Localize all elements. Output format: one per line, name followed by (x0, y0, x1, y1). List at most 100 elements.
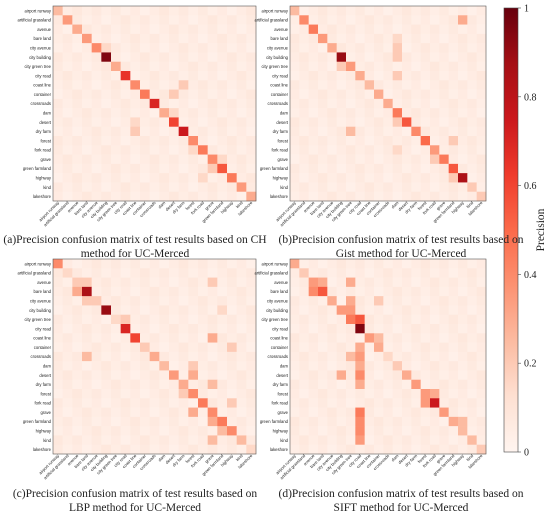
heatmap-cell (111, 191, 121, 202)
heatmap-cell (308, 145, 319, 155)
heatmap-cell (111, 268, 121, 278)
heatmap-cell (290, 191, 300, 202)
heatmap-cell (236, 286, 247, 297)
heatmap-cell (159, 163, 170, 174)
heatmap-cell (299, 136, 309, 146)
heatmap-cell (318, 182, 328, 193)
heatmap-cell (355, 370, 365, 381)
heatmap-cell (101, 389, 112, 399)
heatmap-cell (364, 416, 375, 427)
heatmap-cell (383, 43, 393, 53)
heatmap-cell (476, 314, 487, 325)
heatmap-cell (458, 389, 468, 399)
heatmap-cell (140, 277, 150, 288)
heatmap-cell (374, 370, 384, 381)
heatmap-cell (439, 277, 449, 288)
heatmap-cell (308, 15, 319, 25)
heatmap-cell (374, 24, 384, 35)
heatmap-cell (178, 324, 189, 334)
heatmap-cell (439, 351, 449, 362)
heatmap-cell (290, 361, 300, 371)
heatmap-cell (159, 296, 170, 306)
heatmap-cell (217, 154, 228, 165)
heatmap-frame (289, 5, 487, 202)
heatmap-cell (318, 71, 328, 81)
heatmap-cell (318, 126, 328, 137)
heatmap-cell (411, 435, 421, 446)
heatmap-cell (207, 296, 218, 306)
heatmap-cell (169, 145, 179, 155)
heatmap-cell (439, 52, 449, 63)
heatmap-cell (217, 286, 228, 297)
heatmap-cell (246, 286, 257, 297)
heatmap-cell (439, 407, 449, 418)
heatmap-cell (130, 416, 141, 427)
heatmap-cell (130, 333, 141, 343)
heatmap-cell (327, 52, 337, 63)
heatmap-cell (246, 407, 257, 418)
heatmap-cell (246, 426, 257, 436)
heatmap-cell (246, 268, 257, 278)
heatmap-cell (62, 361, 73, 371)
heatmap-cell (420, 154, 431, 165)
y-tick-label: bare land (271, 36, 289, 41)
heatmap-cell (130, 398, 141, 408)
heatmap-cell (101, 182, 112, 193)
heatmap-cell (467, 145, 477, 155)
heatmap-cell (120, 351, 131, 362)
heatmap-cell (374, 426, 384, 436)
heatmap-cell (402, 126, 412, 137)
heatmap-cell (374, 286, 384, 297)
heatmap-cell (149, 268, 160, 278)
heatmap-cell (392, 435, 403, 446)
heatmap-cell (290, 379, 300, 390)
heatmap-cell (467, 314, 477, 325)
heatmap-cell (336, 407, 347, 418)
heatmap-cell (111, 286, 121, 297)
heatmap-cell (430, 398, 440, 408)
heatmap-cell (355, 136, 365, 146)
heatmap-cell (290, 389, 300, 399)
heatmap-cell (327, 370, 337, 381)
heatmap-cell (82, 89, 92, 100)
heatmap-cell (236, 324, 247, 334)
heatmap-cell (91, 342, 102, 353)
heatmap-cell (318, 314, 328, 325)
heatmap-cell (458, 324, 468, 334)
heatmap-cell (198, 389, 208, 399)
heatmap-cell (236, 43, 247, 53)
y-tick-label: dry farm (36, 129, 52, 134)
heatmap-cell (207, 80, 218, 90)
heatmap-cell (430, 305, 440, 316)
heatmap-cell (120, 286, 131, 297)
heatmap-cell (169, 173, 179, 183)
heatmap-cell (439, 136, 449, 146)
heatmap-cell (448, 154, 459, 165)
heatmap-cell (246, 89, 257, 100)
heatmap-cell (198, 33, 208, 44)
heatmap-cell (236, 108, 247, 118)
heatmap-cell (392, 173, 403, 183)
heatmap-cell (236, 416, 247, 427)
heatmap-cell (130, 182, 141, 193)
heatmap-cell (120, 80, 131, 90)
heatmap-cell (246, 154, 257, 165)
heatmap-cell (383, 173, 393, 183)
heatmap-cell (430, 342, 440, 353)
heatmap-cell (383, 361, 393, 371)
heatmap-cell (82, 351, 92, 362)
heatmap-cell (246, 52, 257, 63)
heatmap-cell (336, 296, 347, 306)
heatmap-cell (383, 117, 393, 128)
heatmap-cell (169, 43, 179, 53)
heatmap-cell (346, 173, 356, 183)
heatmap-cell (299, 324, 309, 334)
heatmap-cell (72, 342, 83, 353)
heatmap-cell (198, 426, 208, 436)
heatmap-cell (430, 43, 440, 53)
heatmap-cell (476, 173, 487, 183)
heatmap-cell (411, 52, 421, 63)
heatmap-cell (402, 324, 412, 334)
heatmap-cell (392, 389, 403, 399)
heatmap-cell (364, 398, 375, 408)
